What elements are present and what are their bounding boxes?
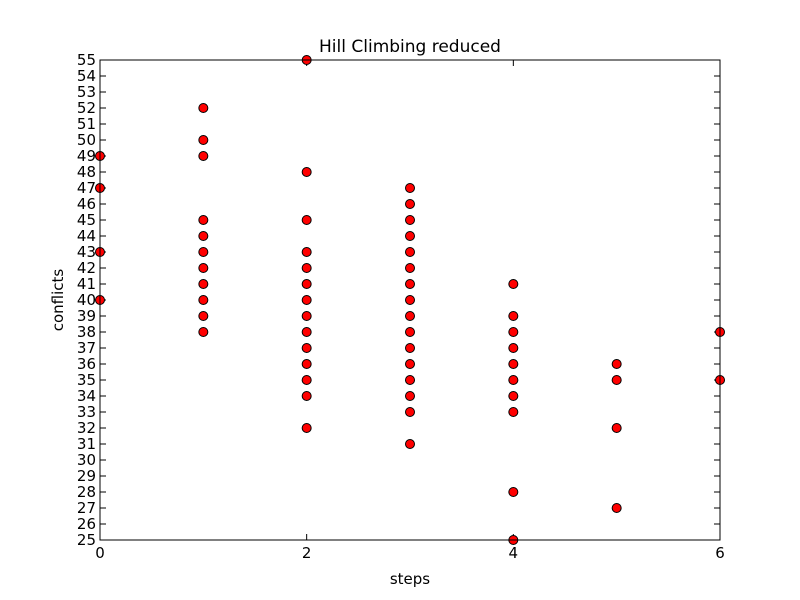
y-tick-label: 38 [77,323,96,341]
data-point [198,247,209,257]
y-tick-label: 41 [77,275,96,293]
y-tick-label: 54 [77,67,96,85]
y-tick-label: 32 [77,419,96,437]
data-point [508,359,519,369]
data-point [508,407,519,417]
data-point [198,295,209,305]
y-tick-label: 55 [77,51,96,69]
data-point [198,279,209,289]
y-tick-label: 47 [77,179,96,197]
x-tick-label: 6 [715,544,725,562]
data-point [611,359,622,369]
data-point [405,391,415,401]
data-point [405,343,415,353]
data-point [198,311,209,321]
data-points [95,55,725,545]
y-tick-label: 49 [77,147,96,165]
y-tick-label: 35 [77,371,96,389]
data-point [405,407,415,417]
data-point [301,359,312,369]
plot-area-frame [99,59,721,541]
y-tick-label: 37 [77,339,96,357]
data-point [405,295,415,305]
data-point [301,279,312,289]
data-point [405,375,415,385]
data-point [301,263,312,273]
data-point [301,215,312,225]
data-point [405,279,415,289]
data-point [198,327,209,337]
data-point [508,375,519,385]
x-axis-label: steps [390,570,430,588]
data-point [198,231,209,241]
y-tick-label: 52 [77,99,96,117]
y-tick-label: 31 [77,435,96,453]
data-point [508,391,519,401]
y-tick-label: 51 [77,115,96,133]
y-axis-label: conflicts [49,269,67,332]
y-tick-label: 46 [77,195,96,213]
x-tick-label: 4 [509,544,519,562]
chart-title: Hill Climbing reduced [319,37,501,57]
data-point [405,183,415,193]
data-point [198,103,209,113]
data-point [301,423,312,433]
data-point [405,215,415,225]
data-point [405,327,415,337]
data-point [405,359,415,369]
y-tick-label: 25 [77,531,96,549]
data-point [611,423,622,433]
y-tick-label: 45 [77,211,96,229]
data-point [405,311,415,321]
axis-ticks: 0 2 4 6252627282930313233343536373839404142… [77,51,725,562]
y-tick-label: 39 [77,307,96,325]
y-tick-label: 50 [77,131,96,149]
data-point [301,343,312,353]
data-point [301,375,312,385]
x-tick-label: 2 [302,544,312,562]
y-tick-label: 36 [77,355,96,373]
y-tick-label: 34 [77,387,96,405]
data-point [198,151,209,161]
data-point [301,295,312,305]
x-tick-label: 0 [95,544,105,562]
y-tick-label: 28 [77,483,96,501]
y-tick-label: 43 [77,243,96,261]
y-tick-label: 40 [77,291,96,309]
data-point [198,215,209,225]
data-point [508,327,519,337]
data-point [508,487,519,497]
data-point [508,279,519,289]
data-point [611,375,622,385]
data-point [508,311,519,321]
y-tick-label: 33 [77,403,96,421]
data-point [301,311,312,321]
y-tick-label: 53 [77,83,96,101]
data-point [301,167,312,177]
data-point [405,199,415,209]
y-tick-label: 48 [77,163,96,181]
data-point [508,343,519,353]
data-point [301,391,312,401]
y-tick-label: 42 [77,259,96,277]
y-tick-label: 27 [77,499,96,517]
data-point [611,503,622,513]
data-point [405,231,415,241]
data-point [405,439,415,449]
data-point [301,327,312,337]
y-tick-label: 26 [77,515,96,533]
y-tick-label: 29 [77,467,96,485]
data-point [198,135,209,145]
y-tick-label: 30 [77,451,96,469]
data-point [301,247,312,257]
data-point [405,247,415,257]
data-point [405,263,415,273]
y-tick-label: 44 [77,227,96,245]
data-point [198,263,209,273]
